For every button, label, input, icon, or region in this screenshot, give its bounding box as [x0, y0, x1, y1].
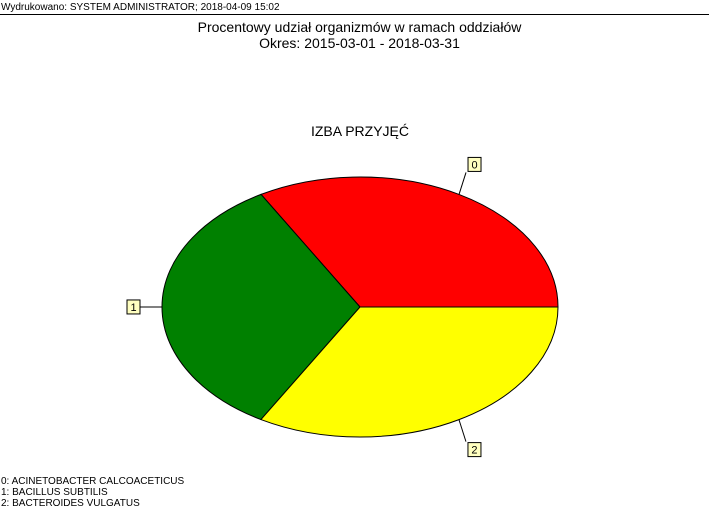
legend-item-2: 2: BACTEROIDES VULGATUS: [1, 498, 140, 509]
report-title: Procentowy udział organizmów w ramach od…: [197, 19, 522, 35]
slice-label-box-0: [467, 156, 482, 172]
legend-item-0: 0: ACINETOBACTER CALCOACETICUS: [1, 476, 185, 487]
legend: 0: ACINETOBACTER CALCOACETICUS 1: BACILL…: [1, 476, 184, 509]
leader-line-0: [458, 172, 467, 195]
slice-label-2: 2: [471, 445, 477, 457]
slice-label-0: 0: [471, 159, 477, 171]
chart-title: IZBA PRZYJĘĆ: [311, 123, 409, 139]
leader-line-2: [458, 419, 467, 442]
report-title-block: Procentowy udział organizmów w ramach od…: [0, 19, 709, 51]
report-period: Okres: 2015-03-01 - 2018-03-31: [259, 35, 460, 51]
printed-by-text: Wydrukowano: SYSTEM ADMINISTRATOR; 2018-…: [1, 2, 280, 13]
pie-slice-0: [260, 176, 559, 308]
slice-label-1: 1: [130, 302, 136, 314]
header-divider: [0, 14, 709, 15]
slice-label-box-1: [126, 299, 141, 315]
legend-item-1: 1: BACILLUS SUBTILIS: [1, 487, 108, 498]
slice-label-box-2: [467, 442, 482, 458]
